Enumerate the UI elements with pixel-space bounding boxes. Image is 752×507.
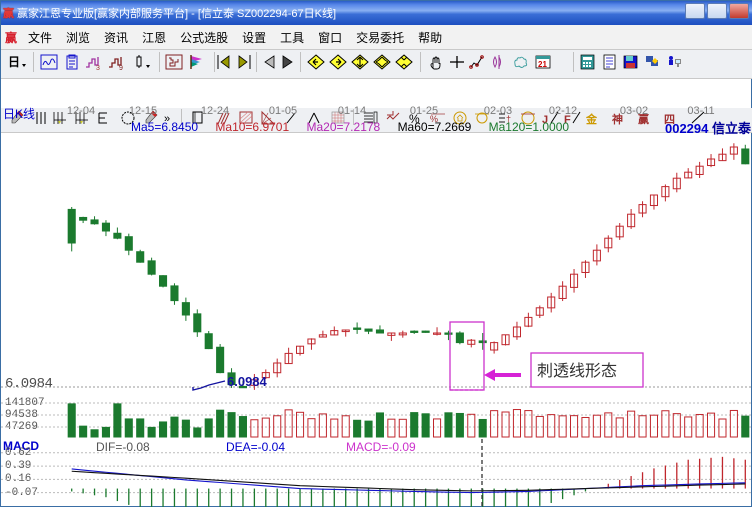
svg-text:9: 9 bbox=[119, 65, 123, 70]
svg-text:3: 3 bbox=[96, 65, 100, 70]
svg-text:日: 日 bbox=[8, 55, 20, 69]
svg-text:6.0984: 6.0984 bbox=[227, 374, 268, 389]
svg-text:21: 21 bbox=[538, 60, 547, 69]
svg-text:刺透线形态: 刺透线形态 bbox=[537, 362, 617, 380]
